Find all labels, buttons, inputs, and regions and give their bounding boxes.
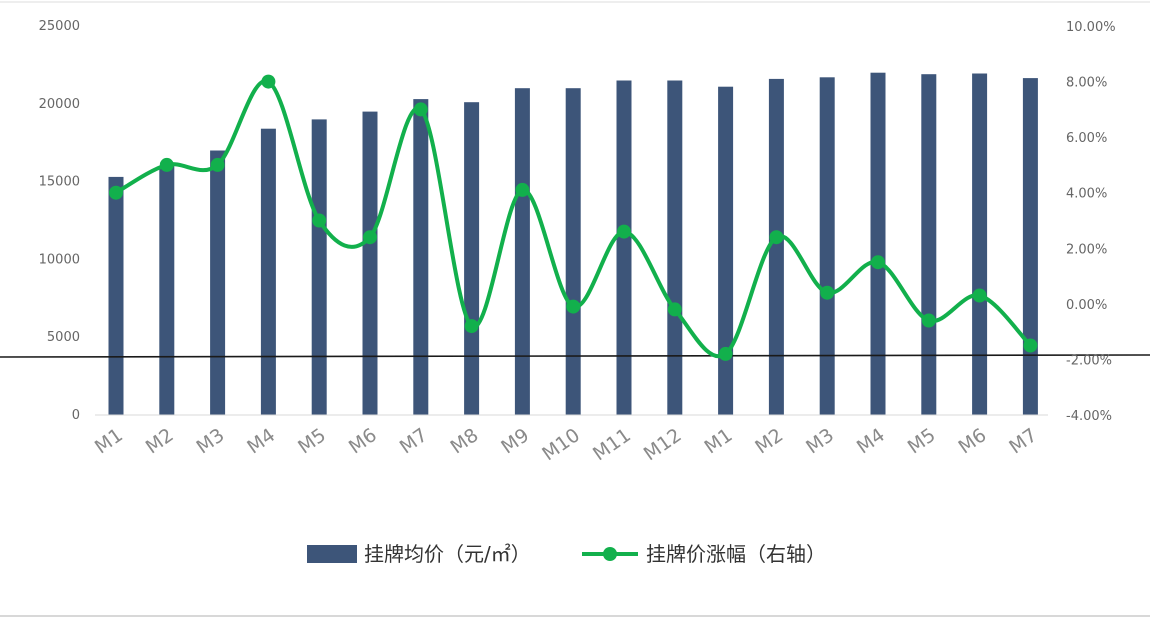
bar-3 [210, 150, 226, 415]
x-tick-label: M3 [193, 424, 229, 458]
bar-15 [819, 77, 835, 416]
right-tick-label: 6.00% [1066, 131, 1107, 146]
bar-14 [768, 78, 784, 416]
legend-line-label: 挂牌价涨幅（右轴） [646, 542, 826, 566]
bar-4 [260, 128, 276, 415]
growth-point-9 [515, 182, 530, 197]
x-tick-label: M7 [1005, 424, 1041, 458]
x-tick-label: M4 [853, 424, 889, 458]
bars-layer [108, 72, 1038, 416]
left-tick-label: 25000 [39, 19, 80, 34]
x-tick-label: M9 [497, 424, 533, 458]
growth-point-15 [820, 285, 835, 300]
bar-1 [108, 176, 124, 415]
growth-point-7 [413, 102, 428, 117]
growth-point-11 [617, 224, 631, 239]
left-tick-label: 15000 [39, 175, 80, 190]
growth-point-8 [464, 319, 479, 334]
bar-18 [972, 73, 988, 415]
bar-10 [565, 88, 581, 415]
growth-point-12 [667, 302, 682, 317]
x-tick-label: M7 [396, 424, 432, 458]
right-tick-label: 0.00% [1066, 298, 1107, 313]
growth-point-5 [312, 213, 327, 228]
growth-point-16 [871, 255, 885, 270]
bar-17 [921, 74, 937, 415]
x-tick-label: M10 [538, 424, 584, 465]
bar-2 [159, 166, 175, 415]
right-tick-label: -2.00% [1066, 353, 1112, 368]
bar-12 [667, 80, 683, 415]
bar-9 [514, 88, 530, 415]
growth-point-1 [109, 185, 123, 200]
bar-6 [362, 111, 378, 415]
growth-point-14 [769, 230, 784, 245]
right-tick-label: 2.00% [1066, 242, 1107, 257]
right-tick-label: 10.00% [1066, 20, 1116, 35]
legend-line-marker [603, 547, 617, 561]
growth-point-17 [921, 313, 936, 328]
x-axis-ticks: M1 M2 M3 M4 M5 M6 M7 M8 M9 M10 M11 M12 M1 M2 M3 M4 M5 M6 M… [91, 424, 1041, 465]
bar-5 [311, 119, 327, 416]
x-tick-label: M6 [345, 424, 381, 458]
legend-bar-label: 挂牌均价（元/㎡） [364, 542, 531, 566]
growth-point-10 [566, 299, 581, 314]
growth-point-2 [159, 157, 174, 172]
x-tick-label: M2 [751, 424, 787, 458]
bar-16 [870, 72, 886, 415]
x-tick-label: M1 [701, 424, 737, 458]
x-tick-label: M3 [802, 424, 838, 458]
bar-11 [616, 80, 632, 415]
right-axis-ticks: -4.00% -2.00% 0.00% 2.00% 4.00% 6.00% 8.00% 10.… [1066, 20, 1116, 424]
reference-line [0, 354, 1150, 358]
right-tick-label: -4.00% [1066, 409, 1112, 424]
x-tick-label: M12 [640, 424, 686, 465]
x-tick-label: M1 [91, 424, 127, 458]
legend: 挂牌均价（元/㎡） 挂牌价涨幅（右轴） [307, 542, 826, 566]
right-tick-label: 4.00% [1066, 187, 1107, 202]
x-tick-label: M4 [243, 424, 279, 458]
x-tick-label: M8 [447, 424, 483, 458]
x-tick-label: M11 [589, 424, 635, 465]
bar-19 [1022, 78, 1038, 415]
growth-point-13 [718, 346, 733, 361]
growth-point-4 [261, 74, 276, 89]
x-tick-label: M2 [142, 424, 178, 458]
x-tick-label: M5 [904, 424, 940, 458]
growth-point-18 [972, 288, 987, 303]
growth-line [115, 79, 1032, 359]
line-layer [109, 74, 1038, 361]
left-tick-label: 0 [72, 408, 80, 423]
bar-8 [464, 102, 480, 415]
right-tick-label: 8.00% [1066, 76, 1107, 91]
left-tick-label: 10000 [39, 252, 80, 267]
left-axis-ticks: 0 5000 10000 15000 20000 25000 [39, 19, 80, 423]
left-tick-label: 20000 [39, 97, 80, 112]
x-tick-label: M5 [294, 424, 330, 458]
growth-point-6 [363, 230, 377, 245]
growth-point-19 [1023, 338, 1038, 353]
left-tick-label: 5000 [47, 330, 80, 345]
x-tick-label: M6 [955, 424, 991, 458]
bar-13 [718, 86, 734, 415]
legend-bar-swatch [307, 545, 357, 563]
growth-point-3 [210, 157, 225, 172]
bar-7 [413, 99, 429, 415]
